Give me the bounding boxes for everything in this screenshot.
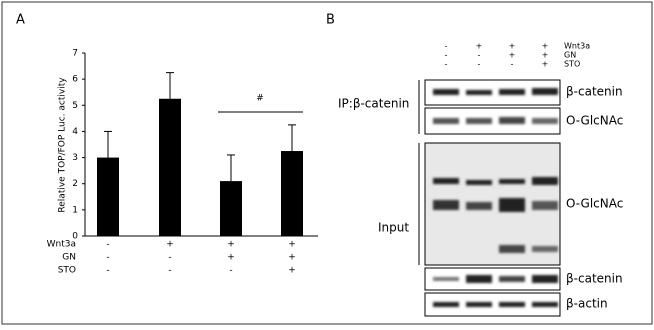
- band: [466, 90, 492, 95]
- blot-box: [424, 267, 561, 291]
- band: [499, 276, 525, 282]
- condition-sign: -: [106, 240, 109, 250]
- condition-sign: +: [542, 42, 549, 51]
- band: [532, 275, 558, 283]
- annotation: #: [256, 94, 264, 104]
- blot-label: β-catenin: [566, 272, 623, 286]
- y-tick-label: 7: [72, 49, 78, 59]
- condition-label: Wnt3a: [47, 240, 76, 250]
- band: [466, 180, 492, 185]
- band: [466, 202, 492, 210]
- condition-sign: +: [542, 51, 549, 60]
- y-tick-label: 6: [72, 75, 78, 85]
- condition-sign: +: [227, 240, 235, 250]
- condition-sign: -: [106, 253, 109, 263]
- bar: [220, 181, 242, 236]
- band: [499, 245, 525, 253]
- band: [466, 275, 492, 283]
- band: [499, 302, 525, 307]
- band: [466, 302, 492, 307]
- group-label: IP:β-catenin: [338, 97, 409, 111]
- band: [532, 118, 558, 124]
- blot-label: β-actin: [566, 297, 608, 311]
- condition-sign: -: [445, 42, 448, 51]
- condition-sign: -: [229, 266, 232, 276]
- condition-sign: +: [166, 240, 174, 250]
- band: [532, 246, 558, 252]
- band: [532, 177, 558, 185]
- band: [466, 118, 492, 124]
- condition-sign: -: [478, 51, 481, 60]
- condition-sign: +: [509, 42, 516, 51]
- band: [499, 117, 525, 124]
- condition-sign: +: [288, 240, 296, 250]
- y-tick-label: 4: [72, 127, 78, 137]
- condition-sign: +: [288, 266, 296, 276]
- condition-label: GN: [564, 51, 576, 60]
- bar: [97, 157, 119, 236]
- condition-label: STO: [564, 60, 580, 69]
- condition-sign: +: [542, 60, 549, 69]
- blots: [418, 79, 561, 317]
- bar: [159, 98, 181, 236]
- bands: [433, 88, 558, 307]
- outer-border: [1, 1, 653, 325]
- blot-label: O-GlcNAc: [566, 197, 623, 211]
- band: [499, 179, 525, 184]
- y-tick-label: 2: [72, 179, 78, 189]
- panel-a-label: A: [16, 13, 25, 28]
- bar: [281, 151, 303, 236]
- condition-sign: +: [509, 51, 516, 60]
- condition-label: STO: [58, 266, 76, 276]
- condition-sign: +: [288, 253, 296, 263]
- band: [433, 200, 459, 210]
- band: [499, 89, 525, 95]
- y-tick-label: 1: [72, 205, 78, 215]
- band: [532, 201, 558, 210]
- panel-b-label: B: [326, 13, 335, 28]
- blot-label: β-catenin: [566, 85, 623, 99]
- y-axis-label: Relative TOP/FOP Luc. activity: [58, 77, 68, 213]
- condition-sign: +: [476, 42, 483, 51]
- blot-box: [424, 292, 561, 317]
- group-label: Input: [378, 221, 409, 235]
- band: [532, 302, 558, 307]
- y-tick-label: 3: [72, 153, 78, 163]
- band: [433, 178, 459, 184]
- blot-label: O-GlcNAc: [566, 114, 623, 128]
- band: [433, 118, 459, 124]
- band: [433, 89, 459, 95]
- condition-sign: -: [106, 266, 109, 276]
- condition-sign: -: [511, 60, 514, 69]
- band: [433, 302, 459, 307]
- band: [532, 88, 558, 95]
- condition-sign: -: [478, 60, 481, 69]
- condition-label: GN: [62, 253, 76, 263]
- condition-sign: +: [227, 253, 235, 263]
- y-tick-label: 5: [72, 101, 78, 111]
- condition-sign: -: [445, 51, 448, 60]
- condition-label: Wnt3a: [564, 42, 590, 51]
- y-tick-label: 0: [72, 232, 78, 242]
- band: [433, 277, 459, 281]
- band: [499, 198, 525, 212]
- condition-sign: -: [168, 266, 171, 276]
- condition-sign: -: [168, 253, 171, 263]
- condition-sign: -: [445, 60, 448, 69]
